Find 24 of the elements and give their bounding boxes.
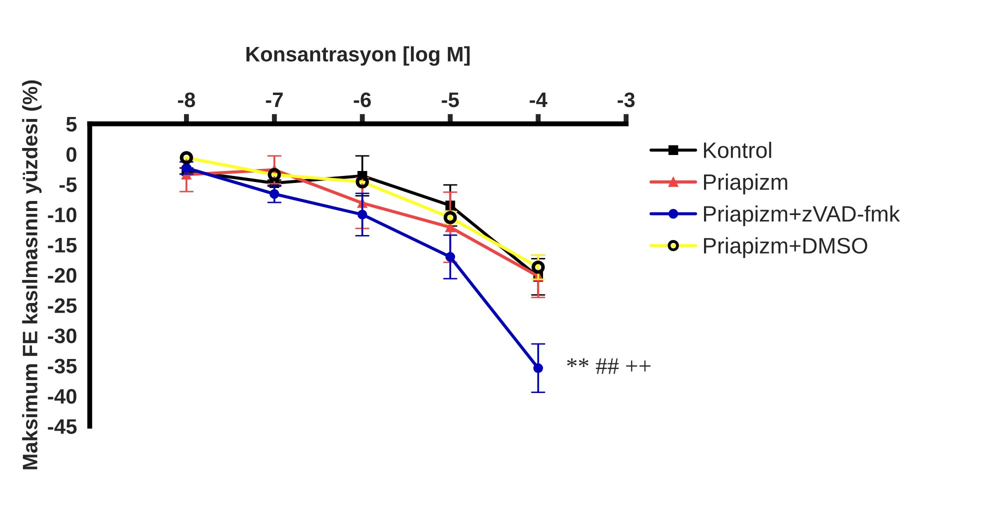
legend-label: Priapizm — [704, 174, 788, 194]
annotation: ** ## ++ — [567, 358, 650, 374]
y-tick-label: -15 — [48, 238, 77, 253]
legend-label: Kontrol — [704, 142, 772, 158]
y-tick-label: -45 — [48, 419, 77, 434]
y-tick-label: -5 — [60, 178, 77, 192]
legend-label: Priapizm+zVAD-fmk — [704, 205, 900, 226]
y-tick-label: 0 — [66, 147, 76, 162]
y-tick-label: 5 — [66, 117, 77, 132]
x-tick-label: -3 — [618, 92, 635, 108]
y-tick-label: -25 — [48, 298, 77, 314]
y-tick-label: -40 — [48, 388, 76, 404]
y-tick-label: -10 — [48, 208, 76, 222]
x-tick-label: -5 — [442, 92, 459, 108]
y-tick-label: -35 — [48, 358, 77, 374]
y-tick-label: -20 — [48, 268, 76, 283]
y-axis-title: Maksimum FE kasılmasının yüzdesi (%) — [22, 80, 42, 470]
x-tick-label: -6 — [354, 92, 371, 108]
x-tick-label: -8 — [178, 92, 196, 108]
legend-label: Priapizm+DMSO — [704, 237, 868, 258]
x-axis-title: Konsantrasyon [log M] — [246, 46, 470, 66]
y-tick-label: -30 — [48, 328, 76, 344]
x-tick-label: -7 — [266, 92, 283, 108]
x-tick-label: -4 — [530, 92, 548, 108]
